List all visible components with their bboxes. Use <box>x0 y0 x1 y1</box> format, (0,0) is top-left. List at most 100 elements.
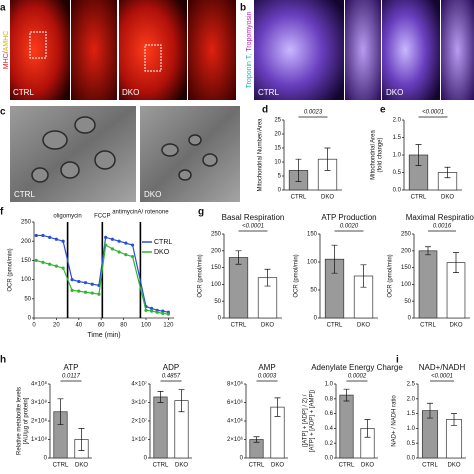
panel-label: a <box>0 3 6 14</box>
y-axis-label: OCR (pmol/min) <box>294 254 300 297</box>
panel-label: c <box>0 107 6 118</box>
p-value: 0.0117 <box>62 374 81 380</box>
data-point <box>34 258 38 262</box>
x-axis-label: Time (min) <box>87 332 120 339</box>
error-bar <box>343 388 350 402</box>
data-point <box>104 243 108 247</box>
y-tick-label: 1.5 <box>393 135 402 141</box>
x-tick-label: DKO <box>447 463 460 469</box>
condition-label: CTRL <box>14 190 35 199</box>
y-axis-label: Mitochondrial Number/Area <box>258 118 264 192</box>
y-tick-label: 0.5 <box>393 170 402 176</box>
data-point <box>48 262 52 266</box>
injection-label: FCCP <box>94 214 110 220</box>
error-bar <box>427 402 433 419</box>
panel-label: g <box>198 207 204 218</box>
error-bar <box>274 397 281 417</box>
y-axis-label: ([ATP] + [ADP] / 2) / <box>303 394 309 447</box>
y-tick-label: 3×10⁸ <box>31 399 48 406</box>
injection-label: oligomycin <box>53 214 81 220</box>
y-tick-label: 200 <box>401 248 412 254</box>
y-tick-label: 250 <box>401 232 412 238</box>
y-tick-label: 50 <box>310 288 317 294</box>
error-bar <box>425 246 431 256</box>
p-value: 0.4857 <box>162 374 181 380</box>
y-tick-label: 20 <box>274 132 281 138</box>
y-tick-label: 4×10⁸ <box>31 381 48 388</box>
bar <box>153 396 168 459</box>
zoom-box <box>144 44 162 72</box>
data-point <box>83 290 88 294</box>
y-tick-label: 200 <box>211 248 222 254</box>
p-value: <0.0001 <box>422 110 444 116</box>
y-tick-label: 4×10⁷ <box>131 381 147 388</box>
y-tick-label: 1.0 <box>393 153 402 159</box>
y-tick-label: 0.4 <box>325 426 334 432</box>
y-tick-label: 0.0 <box>407 456 416 462</box>
chart-title: Basal Respiration <box>222 213 285 222</box>
stain-tropomyosin: Tropomyosin <box>246 11 253 51</box>
data-point <box>77 279 81 284</box>
em-image-dko <box>140 106 240 202</box>
condition-label: DKO <box>122 88 139 97</box>
y-tick-label: 8×10⁶ <box>227 381 244 388</box>
x-tick-label: CTRL <box>339 463 355 469</box>
y-tick-label: 100 <box>211 282 222 288</box>
x-tick-label: CTRL <box>53 463 69 469</box>
y-tick-label: 150 <box>307 232 318 238</box>
y-tick-label: 1.5 <box>407 411 416 417</box>
y-tick-label: 3×10⁷ <box>131 399 147 406</box>
y-axis-label: OCR (pmol/min) <box>8 248 14 291</box>
x-tick-label: 0 <box>32 323 36 329</box>
y-tick-label: 2.5 <box>407 382 416 388</box>
p-value: 0.0020 <box>340 224 359 230</box>
panel-b-images: Troponin T, Tropomyosin CTRL DKO <box>246 0 474 100</box>
y-tick-label: 0.2 <box>325 441 334 447</box>
data-point <box>41 233 45 238</box>
x-tick-label: DKO <box>75 463 88 469</box>
error-bar <box>264 268 271 287</box>
y-tick-label: 250 <box>21 220 32 226</box>
y-tick-label: 150 <box>211 265 222 271</box>
stain-troponin: Troponin T, <box>246 54 253 89</box>
chart-title: ATP <box>64 363 79 372</box>
panel-label: i <box>396 355 399 366</box>
data-point <box>155 310 159 314</box>
x-tick-label: CTRL <box>231 323 247 329</box>
condition-label: CTRL <box>258 88 279 97</box>
x-tick-label: 100 <box>141 323 152 329</box>
data-point <box>97 292 101 296</box>
y-tick-label: 0.6 <box>325 411 334 417</box>
y-tick-label: 2.0 <box>407 396 416 402</box>
data-point <box>61 266 65 270</box>
em-image-ctrl <box>10 106 136 202</box>
data-point <box>90 291 94 295</box>
y-tick-label: 0 <box>408 316 412 322</box>
data-point <box>124 241 128 245</box>
y-tick-label: 0 <box>314 316 318 322</box>
panel-a-images: MHC/AMHC CTRL DKO <box>3 0 236 100</box>
data-point <box>90 282 94 286</box>
y-tick-label: 100 <box>21 277 32 283</box>
y-tick-label: 2.0 <box>393 118 402 124</box>
x-tick-label: DKO <box>449 323 462 329</box>
panel-label: d <box>262 105 268 116</box>
y-tick-label: 0 <box>28 316 32 322</box>
error-bar <box>78 428 85 451</box>
chart-title: AMP <box>258 363 275 372</box>
data-point <box>54 264 59 268</box>
image-dko <box>382 0 440 100</box>
y-tick-label: 0 <box>44 456 48 462</box>
error-bar <box>444 166 451 179</box>
y-tick-label: 2×10⁸ <box>31 418 48 425</box>
y-tick-label: 150 <box>401 265 412 271</box>
panel-label: e <box>380 105 386 116</box>
data-point <box>104 235 108 239</box>
p-value: 0.0003 <box>258 374 277 380</box>
injection-label: antimycinA/ rotenone <box>112 210 169 216</box>
chart-title: NAD+/NADH <box>419 363 466 372</box>
y-axis-label: OCR (pmol/min) <box>198 254 204 297</box>
y-tick-label: 6×10⁶ <box>227 399 244 406</box>
x-tick-label: CTRL <box>420 323 436 329</box>
